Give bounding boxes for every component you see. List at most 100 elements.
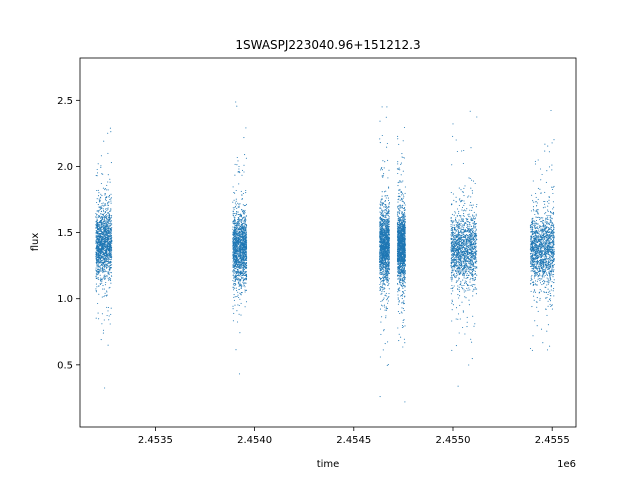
data-point [232, 252, 234, 254]
data-point [233, 234, 235, 237]
data-point [385, 197, 387, 199]
data-point [234, 221, 236, 223]
data-point [244, 258, 246, 260]
data-point [233, 299, 235, 301]
data-point [379, 273, 381, 275]
data-point [99, 269, 101, 271]
data-point [242, 209, 244, 211]
data-point [244, 247, 246, 249]
data-point [109, 246, 111, 248]
data-point [104, 236, 106, 238]
data-point [388, 202, 391, 204]
data-point [232, 207, 234, 209]
data-point [401, 273, 403, 275]
data-point [97, 163, 99, 165]
data-point [245, 265, 247, 267]
data-point [242, 253, 244, 255]
data-point [380, 321, 382, 323]
data-point [232, 246, 234, 248]
data-point [385, 242, 387, 245]
data-point [106, 217, 108, 219]
data-point [106, 184, 108, 186]
data-point [104, 193, 106, 195]
data-point [387, 244, 389, 246]
data-point [387, 251, 389, 253]
data-point [383, 255, 385, 257]
data-point [379, 265, 381, 267]
data-point [244, 278, 246, 280]
data-point [109, 261, 111, 263]
data-point [385, 255, 387, 257]
data-point [100, 233, 102, 235]
data-point [107, 241, 109, 243]
data-point [380, 252, 382, 254]
data-point [111, 264, 113, 266]
data-point [103, 228, 105, 230]
data-point [108, 213, 110, 215]
data-point [385, 295, 387, 297]
data-point [96, 172, 99, 174]
data-point [243, 282, 245, 284]
data-point [381, 245, 383, 248]
data-point [95, 283, 97, 285]
data-point [97, 245, 99, 247]
data-point [386, 218, 388, 221]
data-point [108, 262, 110, 264]
data-point [102, 173, 104, 175]
data-point [387, 214, 389, 217]
data-point [238, 373, 241, 375]
data-point [103, 244, 105, 246]
data-point [404, 325, 406, 327]
data-point [239, 239, 241, 241]
data-point [102, 269, 104, 271]
data-point [384, 241, 386, 243]
data-point [398, 193, 400, 195]
data-point [105, 212, 107, 214]
data-point [98, 293, 100, 295]
data-point [105, 281, 107, 284]
data-point [381, 236, 383, 238]
data-point [104, 227, 106, 229]
data-point [98, 198, 100, 200]
data-point [232, 239, 234, 241]
data-point [383, 239, 386, 241]
data-point [384, 232, 387, 234]
data-point [105, 247, 107, 249]
data-point [244, 250, 246, 252]
data-point [97, 264, 99, 266]
data-point [232, 232, 234, 234]
data-point [237, 248, 239, 250]
data-point [232, 265, 234, 267]
data-point [239, 281, 241, 283]
data-point [384, 161, 386, 163]
data-point [239, 214, 241, 216]
data-point [382, 235, 384, 238]
data-point [233, 236, 236, 238]
data-point [237, 271, 239, 273]
data-point [104, 284, 106, 286]
data-point [382, 287, 384, 289]
data-point [103, 238, 105, 240]
data-point [382, 249, 384, 251]
data-point [387, 276, 389, 278]
data-point [380, 304, 383, 306]
data-point [106, 189, 108, 191]
data-point [107, 265, 109, 267]
data-point [240, 314, 242, 316]
data-point [381, 254, 383, 256]
data-point [234, 174, 236, 176]
data-point [101, 246, 104, 248]
data-point [380, 271, 382, 274]
data-point [109, 247, 111, 249]
data-point [235, 204, 237, 206]
data-point [103, 243, 105, 245]
data-point [237, 219, 239, 221]
data-point [383, 269, 385, 271]
data-point [240, 279, 242, 281]
data-point [240, 233, 242, 235]
data-point [104, 246, 106, 248]
data-point [386, 246, 388, 248]
data-point [107, 277, 109, 279]
data-point [96, 244, 98, 246]
data-point [241, 209, 243, 211]
